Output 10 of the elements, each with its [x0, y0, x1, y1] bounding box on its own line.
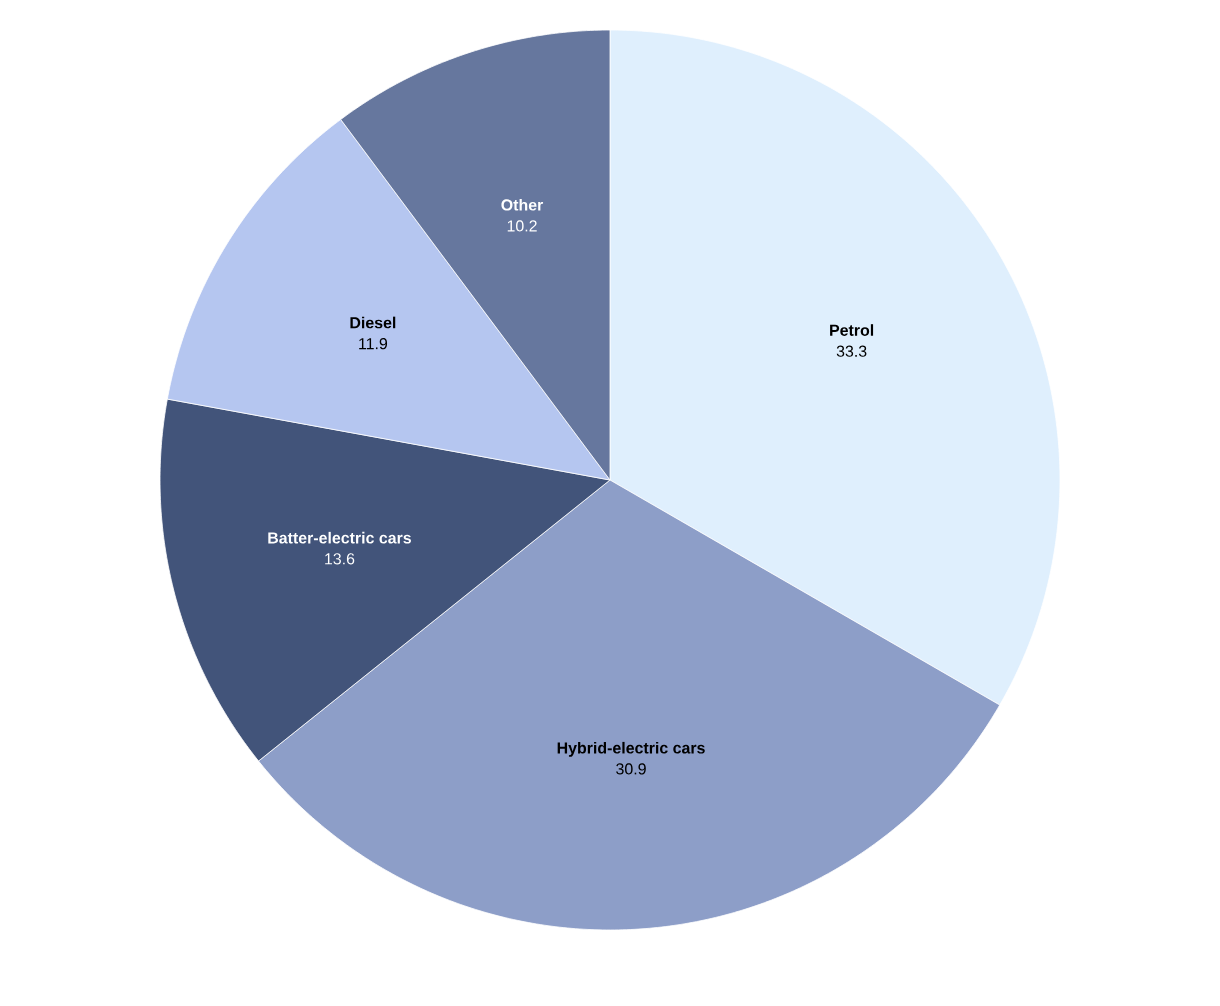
- slice-label: Petrol: [830, 324, 874, 336]
- slice-label: Batter-electric cars: [268, 531, 411, 544]
- slice-label: Hybrid-electric cars: [557, 741, 705, 757]
- data-label: 13.6: [325, 553, 355, 565]
- slice-label: Other: [501, 198, 544, 211]
- slice-label: Diesel: [350, 316, 396, 329]
- data-label: 11.9: [359, 338, 388, 350]
- data-label: 30.9: [616, 763, 646, 775]
- data-label: 33.3: [836, 345, 867, 357]
- data-label: 10.2: [507, 220, 537, 232]
